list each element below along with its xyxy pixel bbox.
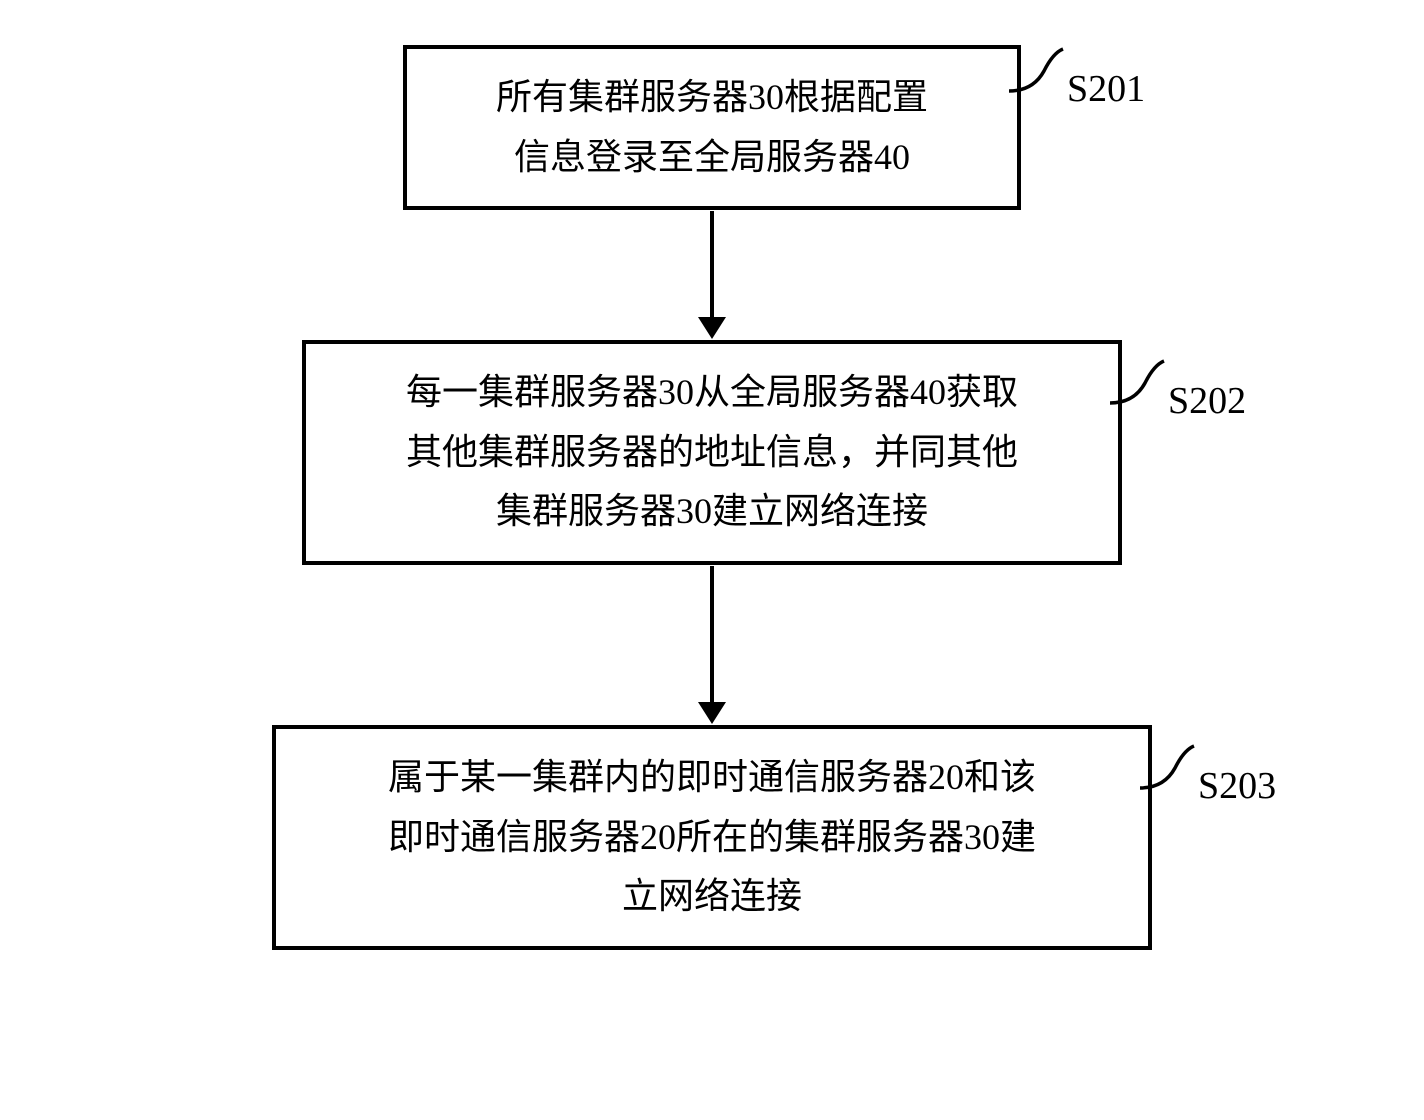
step2-label-text: S202	[1168, 380, 1246, 422]
step2-line2: 其他集群服务器的地址信息，并同其他	[406, 432, 1018, 472]
step3-line3: 立网络连接	[622, 876, 802, 916]
flow-step-3-label: S203	[1198, 764, 1276, 808]
flow-step-1-text: 所有集群服务器30根据配置 信息登录至全局服务器40	[471, 50, 953, 205]
step2-line3: 集群服务器30建立网络连接	[496, 491, 928, 531]
step2-line1: 每一集群服务器30从全局服务器40获取	[406, 372, 1018, 412]
flow-step-2-text: 每一集群服务器30从全局服务器40获取 其他集群服务器的地址信息，并同其他 集群…	[381, 345, 1043, 559]
connector-curve-icon	[1140, 740, 1198, 798]
arrow-1-wrapper	[698, 211, 726, 339]
flow-step-3-box: 属于某一集群内的即时通信服务器20和该 即时通信服务器20所在的集群服务器30建…	[272, 725, 1152, 950]
step3-line1: 属于某一集群内的即时通信服务器20和该	[388, 757, 1036, 797]
arrow-head-icon	[698, 317, 726, 339]
step1-line1: 所有集群服务器30根据配置	[496, 77, 928, 117]
arrow-1	[162, 210, 1262, 340]
arrow-2-shaft	[710, 566, 714, 704]
connector-curve-icon	[1110, 355, 1168, 413]
connector-curve-icon	[1009, 43, 1067, 101]
arrow-head-icon	[698, 702, 726, 724]
flow-step-2-label: S202	[1168, 379, 1246, 423]
step1-line2: 信息登录至全局服务器40	[514, 137, 910, 177]
flow-step-1-label: S201	[1067, 67, 1145, 111]
flow-step-2-box: 每一集群服务器30从全局服务器40获取 其他集群服务器的地址信息，并同其他 集群…	[302, 340, 1122, 565]
arrow-1-shaft	[710, 211, 714, 319]
step1-label-text: S201	[1067, 68, 1145, 110]
flow-step-1-box: 所有集群服务器30根据配置 信息登录至全局服务器40 S201	[403, 45, 1021, 210]
flow-step-3-text: 属于某一集群内的即时通信服务器20和该 即时通信服务器20所在的集群服务器30建…	[363, 730, 1061, 944]
arrow-2-wrapper	[698, 566, 726, 724]
step3-line2: 即时通信服务器20所在的集群服务器30建	[388, 817, 1036, 857]
flowchart-container: 所有集群服务器30根据配置 信息登录至全局服务器40 S201 每一集群服务器3…	[162, 45, 1262, 950]
step3-label-text: S203	[1198, 765, 1276, 807]
arrow-2	[162, 565, 1262, 725]
